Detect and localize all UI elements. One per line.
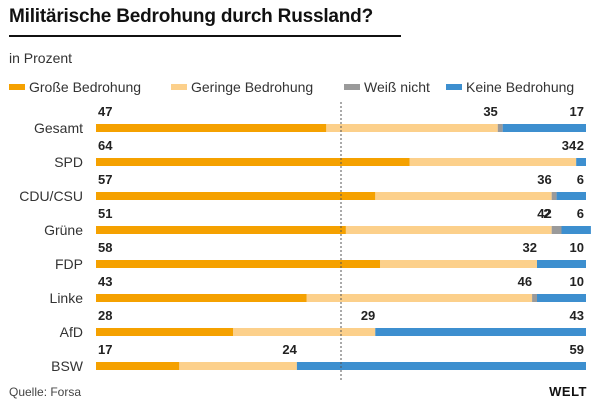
value-label-gro-e-bedrohung: 57 (98, 172, 112, 187)
legend-label: Keine Bedrohung (466, 79, 575, 95)
bar-segment-keine-bedrohung (537, 294, 586, 302)
legend-label: Weiß nicht (364, 79, 430, 95)
category-label-bsw: BSW (51, 358, 84, 374)
bar-segment-keine-bedrohung (296, 362, 586, 370)
value-label-wei-nicht: 2 (543, 206, 550, 221)
legend-label: Geringe Bedrohung (191, 79, 314, 95)
legend-swatch (344, 84, 360, 90)
legend-swatch (446, 84, 462, 90)
value-label-gro-e-bedrohung: 28 (98, 308, 112, 323)
category-label-cdu-csu: CDU/CSU (19, 188, 83, 204)
value-label-gro-e-bedrohung: 17 (98, 342, 112, 357)
value-label-keine-bedrohung: 6 (577, 172, 584, 187)
chart-title: Militärische Bedrohung durch Russland? (9, 6, 373, 27)
chart-subtitle: in Prozent (9, 50, 73, 66)
title-underline (9, 35, 401, 37)
category-label-spd: SPD (54, 154, 83, 170)
bar-segment-geringe-bedrohung (409, 158, 577, 166)
value-label-geringe-bedrohung: 35 (483, 104, 497, 119)
category-label-afd: AfD (60, 324, 83, 340)
value-label-geringe-bedrohung: 36 (537, 172, 551, 187)
legend-swatch (9, 84, 25, 90)
bar-segment-gro-e-bedrohung (96, 192, 376, 200)
value-label-geringe-bedrohung: 24 (282, 342, 297, 357)
value-label-geringe-bedrohung: 32 (523, 240, 537, 255)
bar-segment-keine-bedrohung (556, 192, 586, 200)
bar-segment-keine-bedrohung (537, 260, 586, 268)
bar-segment-geringe-bedrohung (326, 124, 498, 132)
bar-segment-geringe-bedrohung (306, 294, 533, 302)
bar-segment-keine-bedrohung (375, 328, 586, 336)
value-label-gro-e-bedrohung: 64 (98, 138, 113, 153)
welt-logo: WELT (549, 384, 587, 399)
category-label-gr-ne: Grüne (44, 222, 83, 238)
value-label-gro-e-bedrohung: 51 (98, 206, 112, 221)
legend-label: Große Bedrohung (29, 79, 142, 95)
bar-segment-gro-e-bedrohung (96, 328, 234, 336)
value-label-keine-bedrohung: 10 (570, 274, 584, 289)
bar-segment-keine-bedrohung (561, 226, 591, 234)
bar-segment-geringe-bedrohung (345, 226, 552, 234)
value-label-keine-bedrohung: 17 (570, 104, 584, 119)
value-label-geringe-bedrohung: 29 (361, 308, 375, 323)
value-label-geringe-bedrohung: 34 (562, 138, 577, 153)
bar-segment-gro-e-bedrohung (96, 362, 180, 370)
bar-segment-gro-e-bedrohung (96, 294, 307, 302)
value-label-keine-bedrohung: 2 (577, 138, 584, 153)
source-note: Quelle: Forsa (9, 385, 82, 399)
bar-segment-geringe-bedrohung (375, 192, 552, 200)
bar-segment-wei-nicht (532, 294, 537, 302)
bar-segment-wei-nicht (551, 192, 557, 200)
value-label-geringe-bedrohung: 46 (518, 274, 532, 289)
value-label-geringe-bedrohung: 42 (537, 206, 551, 221)
value-label-keine-bedrohung: 59 (570, 342, 584, 357)
bar-segment-gro-e-bedrohung (96, 260, 381, 268)
category-label-fdp: FDP (55, 256, 83, 272)
bar-segment-geringe-bedrohung (380, 260, 537, 268)
bar-segment-gro-e-bedrohung (96, 124, 327, 132)
bar-segment-geringe-bedrohung (233, 328, 376, 336)
value-label-keine-bedrohung: 10 (570, 240, 584, 255)
value-label-gro-e-bedrohung: 58 (98, 240, 112, 255)
value-label-keine-bedrohung: 6 (577, 206, 584, 221)
legend-swatch (171, 84, 187, 90)
bar-segment-gro-e-bedrohung (96, 226, 346, 234)
value-label-gro-e-bedrohung: 47 (98, 104, 112, 119)
bar-segment-keine-bedrohung (502, 124, 586, 132)
bar-segment-wei-nicht (551, 226, 562, 234)
value-label-gro-e-bedrohung: 43 (98, 274, 112, 289)
category-label-gesamt: Gesamt (34, 120, 83, 136)
value-label-keine-bedrohung: 43 (570, 308, 584, 323)
bar-segment-wei-nicht (497, 124, 503, 132)
bar-segment-gro-e-bedrohung (96, 158, 410, 166)
category-label-linke: Linke (50, 290, 84, 306)
bar-segment-geringe-bedrohung (179, 362, 297, 370)
bar-segment-keine-bedrohung (576, 158, 586, 166)
